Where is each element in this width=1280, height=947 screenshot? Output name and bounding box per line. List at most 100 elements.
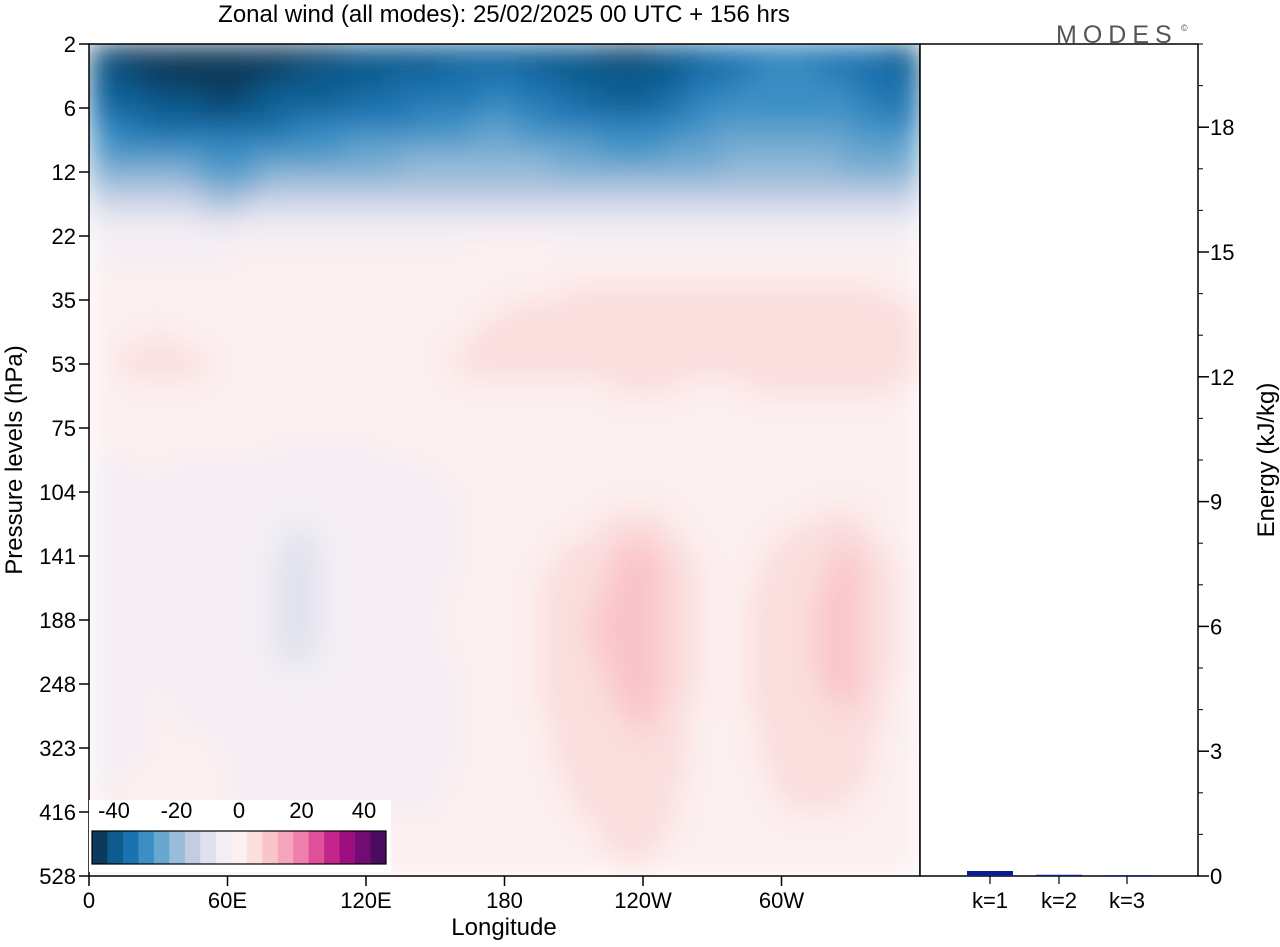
colorbar-tick-label: 40: [352, 798, 376, 823]
heatmap-cell: [896, 812, 910, 829]
heatmap-cell: [469, 44, 483, 61]
heatmap-cell: [562, 284, 575, 301]
heatmap-cell: [619, 396, 633, 413]
heatmap-cell: [135, 396, 148, 413]
heatmap-cell: [631, 572, 644, 589]
heatmap-cell: [146, 92, 160, 109]
heatmap-cell: [873, 220, 887, 237]
heatmap-cell: [712, 92, 725, 109]
heatmap-cell: [769, 188, 783, 205]
heatmap-cell: [885, 332, 898, 349]
heatmap-cell: [331, 444, 344, 461]
heatmap-cell: [112, 188, 125, 205]
heatmap-cell: [816, 508, 829, 525]
heatmap-cell: [758, 828, 771, 845]
heatmap-cell: [654, 172, 667, 189]
heatmap-cell: [239, 700, 252, 717]
heatmap-cell: [100, 348, 113, 365]
heatmap-cell: [862, 76, 875, 93]
heatmap-cell: [250, 92, 263, 109]
heatmap-cell: [573, 364, 587, 381]
heatmap-cell: [504, 828, 517, 845]
heatmap-cell: [608, 700, 621, 717]
heatmap-cell: [158, 252, 171, 269]
heatmap-cell: [781, 412, 794, 429]
heatmap-cell: [827, 716, 841, 733]
heatmap-cell: [192, 524, 206, 541]
heatmap-cell: [423, 140, 437, 157]
heatmap-cell: [700, 652, 714, 669]
heatmap-cell: [550, 524, 564, 541]
heatmap-cell: [827, 428, 841, 445]
heatmap-cell: [412, 860, 425, 876]
heatmap-cell: [319, 316, 333, 333]
heatmap-cell: [804, 380, 817, 397]
heatmap-cell: [654, 140, 667, 157]
heatmap-cell: [435, 380, 448, 397]
heatmap-cell: [746, 828, 760, 845]
heatmap-cell: [389, 396, 402, 413]
heatmap-cell: [712, 700, 725, 717]
heatmap-cell: [527, 188, 540, 205]
heatmap-cell: [112, 764, 125, 781]
heatmap-cell: [342, 716, 356, 733]
heatmap-cell: [562, 780, 575, 797]
heatmap-cell: [643, 124, 656, 141]
heatmap-cell: [862, 652, 875, 669]
heatmap-cell: [516, 316, 529, 333]
heatmap-cell: [192, 764, 206, 781]
heatmap-cell: [458, 524, 471, 541]
heatmap-cell: [850, 652, 864, 669]
heatmap-cell: [562, 444, 575, 461]
heatmap-cell: [827, 316, 841, 333]
heatmap-cell: [631, 444, 644, 461]
heatmap-cell: [735, 652, 748, 669]
heatmap-cell: [619, 412, 633, 429]
heatmap-cell: [192, 124, 206, 141]
heatmap-cell: [873, 812, 887, 829]
heatmap-cell: [100, 636, 113, 653]
heatmap-cell: [885, 252, 898, 269]
heatmap-cell: [412, 828, 425, 845]
heatmap-cell: [319, 108, 333, 125]
heatmap-cell: [296, 316, 310, 333]
heatmap-cell: [862, 732, 875, 749]
heatmap-cell: [331, 284, 344, 301]
heatmap-cell: [677, 860, 690, 876]
heatmap-cell: [412, 268, 425, 285]
heatmap-cell: [585, 556, 598, 573]
heatmap-cell: [781, 508, 794, 525]
heatmap-cell: [273, 732, 287, 749]
heatmap-cell: [100, 444, 113, 461]
heatmap-cell: [666, 364, 679, 381]
heatmap-cell: [400, 284, 413, 301]
heatmap-cell: [735, 220, 748, 237]
heatmap-cell: [666, 188, 679, 205]
heatmap-cell: [839, 332, 852, 349]
heatmap-cell: [643, 716, 656, 733]
heatmap-cell: [192, 732, 206, 749]
heatmap-cell: [227, 684, 240, 701]
heatmap-cell: [435, 156, 448, 173]
heatmap-cell: [446, 268, 460, 285]
heatmap-cell: [550, 348, 564, 365]
heatmap-cell: [423, 284, 437, 301]
heatmap-cell: [793, 588, 806, 605]
heatmap-cell: [319, 492, 333, 509]
heatmap-cell: [400, 236, 413, 253]
heatmap-cell: [758, 460, 771, 477]
heatmap-cell: [735, 828, 748, 845]
heatmap-cell: [331, 684, 344, 701]
heatmap-cell: [850, 284, 864, 301]
heatmap-cell: [654, 284, 667, 301]
heatmap-cell: [908, 396, 920, 413]
heatmap-cell: [573, 300, 587, 317]
heatmap-cell: [181, 412, 194, 429]
heatmap-cell: [677, 636, 690, 653]
heatmap-cell: [504, 508, 517, 525]
heatmap-cell: [377, 508, 390, 525]
heatmap-cell: [215, 268, 229, 285]
heatmap-cell: [804, 60, 817, 77]
heatmap-cell: [781, 796, 794, 813]
heatmap-cell: [908, 492, 920, 509]
